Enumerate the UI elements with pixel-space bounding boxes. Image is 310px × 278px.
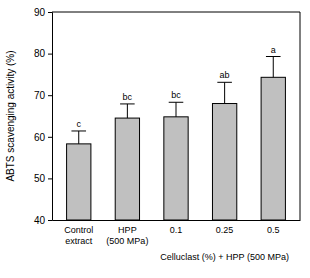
- x-tick-label: 0.25: [216, 225, 234, 235]
- y-tick: 50: [34, 173, 52, 184]
- bar: [115, 118, 139, 220]
- y-axis-line: [48, 13, 53, 221]
- error-bar-stem: [176, 102, 177, 117]
- y-tick-label: 90: [34, 7, 46, 18]
- error-bar-stem: [224, 82, 225, 103]
- y-tick-label: 70: [34, 90, 46, 101]
- significance-letter: a: [271, 45, 276, 55]
- y-tick: 70: [34, 90, 52, 101]
- x-tick: 0.25: [216, 225, 234, 235]
- x-axis-line: [53, 220, 301, 221]
- y-tick: 90: [34, 7, 52, 18]
- significance-letter: bc: [171, 90, 181, 100]
- y-tick-label: 60: [34, 132, 46, 143]
- error-bar-stem: [78, 131, 79, 144]
- significance-letter: c: [76, 119, 81, 129]
- x-axis: Controlextract HPP(500 MPa) 0.1 0.25 0.5: [53, 221, 301, 247]
- x-tick-label: 0.1: [170, 225, 183, 235]
- marks: [67, 57, 286, 220]
- significance-letter: ab: [220, 70, 230, 80]
- x-tick: 0.5: [267, 225, 280, 235]
- frame-right: [300, 12, 301, 220]
- y-axis-title: ABTS scavenging activity (%): [5, 50, 16, 181]
- error-bar: [71, 131, 86, 144]
- error-bar-cap: [217, 82, 232, 83]
- x-tick: Controlextract: [64, 225, 93, 246]
- error-bar-cap: [71, 130, 86, 131]
- chart: 40 50 60 70 80 90 Controlextract HPP(500 MPa) 0.…: [0, 0, 310, 278]
- frame-top: [52, 12, 300, 13]
- group-label: Celluclast (%) + HPP (500 MPa): [160, 252, 289, 262]
- x-tick-label: Controlextract: [64, 225, 93, 246]
- y-tick-label: 40: [34, 215, 46, 226]
- y-tick-mark: [48, 54, 52, 55]
- y-tick-label: 80: [34, 48, 46, 59]
- x-tick-label: HPP(500 MPa): [106, 225, 148, 246]
- error-bar: [266, 57, 281, 78]
- significance-letter: bc: [123, 92, 133, 102]
- y-tick-mark: [48, 137, 52, 138]
- y-tick: 80: [34, 48, 52, 59]
- error-bar: [217, 82, 232, 103]
- y-tick-mark: [48, 95, 52, 96]
- x-tick: 0.1: [170, 225, 183, 235]
- y-tick: 40: [34, 215, 52, 226]
- error-bar-cap: [120, 103, 135, 104]
- error-bar-stem: [127, 104, 128, 118]
- y-tick-mark: [48, 178, 52, 179]
- bar: [164, 117, 188, 220]
- bar: [212, 104, 236, 220]
- x-tick: HPP(500 MPa): [106, 225, 148, 246]
- y-tick-label: 50: [34, 173, 46, 184]
- bar: [261, 77, 285, 220]
- error-bar: [169, 102, 184, 117]
- error-bar-cap: [169, 102, 184, 103]
- x-tick-label: 0.5: [267, 225, 280, 235]
- y-tick-mark: [48, 220, 52, 221]
- y-axis: 40 50 60 70 80 90: [34, 7, 53, 226]
- error-bar-cap: [266, 56, 281, 57]
- y-tick: 60: [34, 132, 52, 143]
- error-bar-stem: [273, 57, 274, 78]
- plot: 40 50 60 70 80 90 Controlextract HPP(500 MPa) 0.…: [34, 7, 301, 262]
- error-bar: [120, 104, 135, 118]
- y-tick-mark: [48, 12, 52, 13]
- bar: [67, 144, 91, 220]
